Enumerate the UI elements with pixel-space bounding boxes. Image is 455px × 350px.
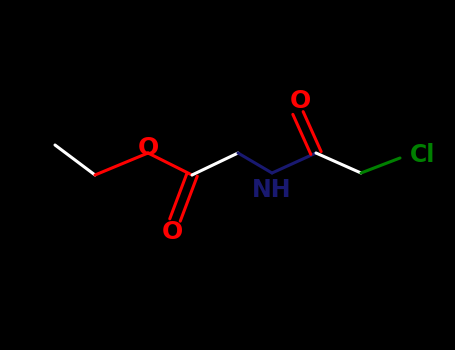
Text: O: O xyxy=(290,89,311,113)
Text: O: O xyxy=(137,136,159,160)
Text: O: O xyxy=(162,220,183,244)
Text: NH: NH xyxy=(252,178,292,203)
Text: Cl: Cl xyxy=(410,143,435,167)
